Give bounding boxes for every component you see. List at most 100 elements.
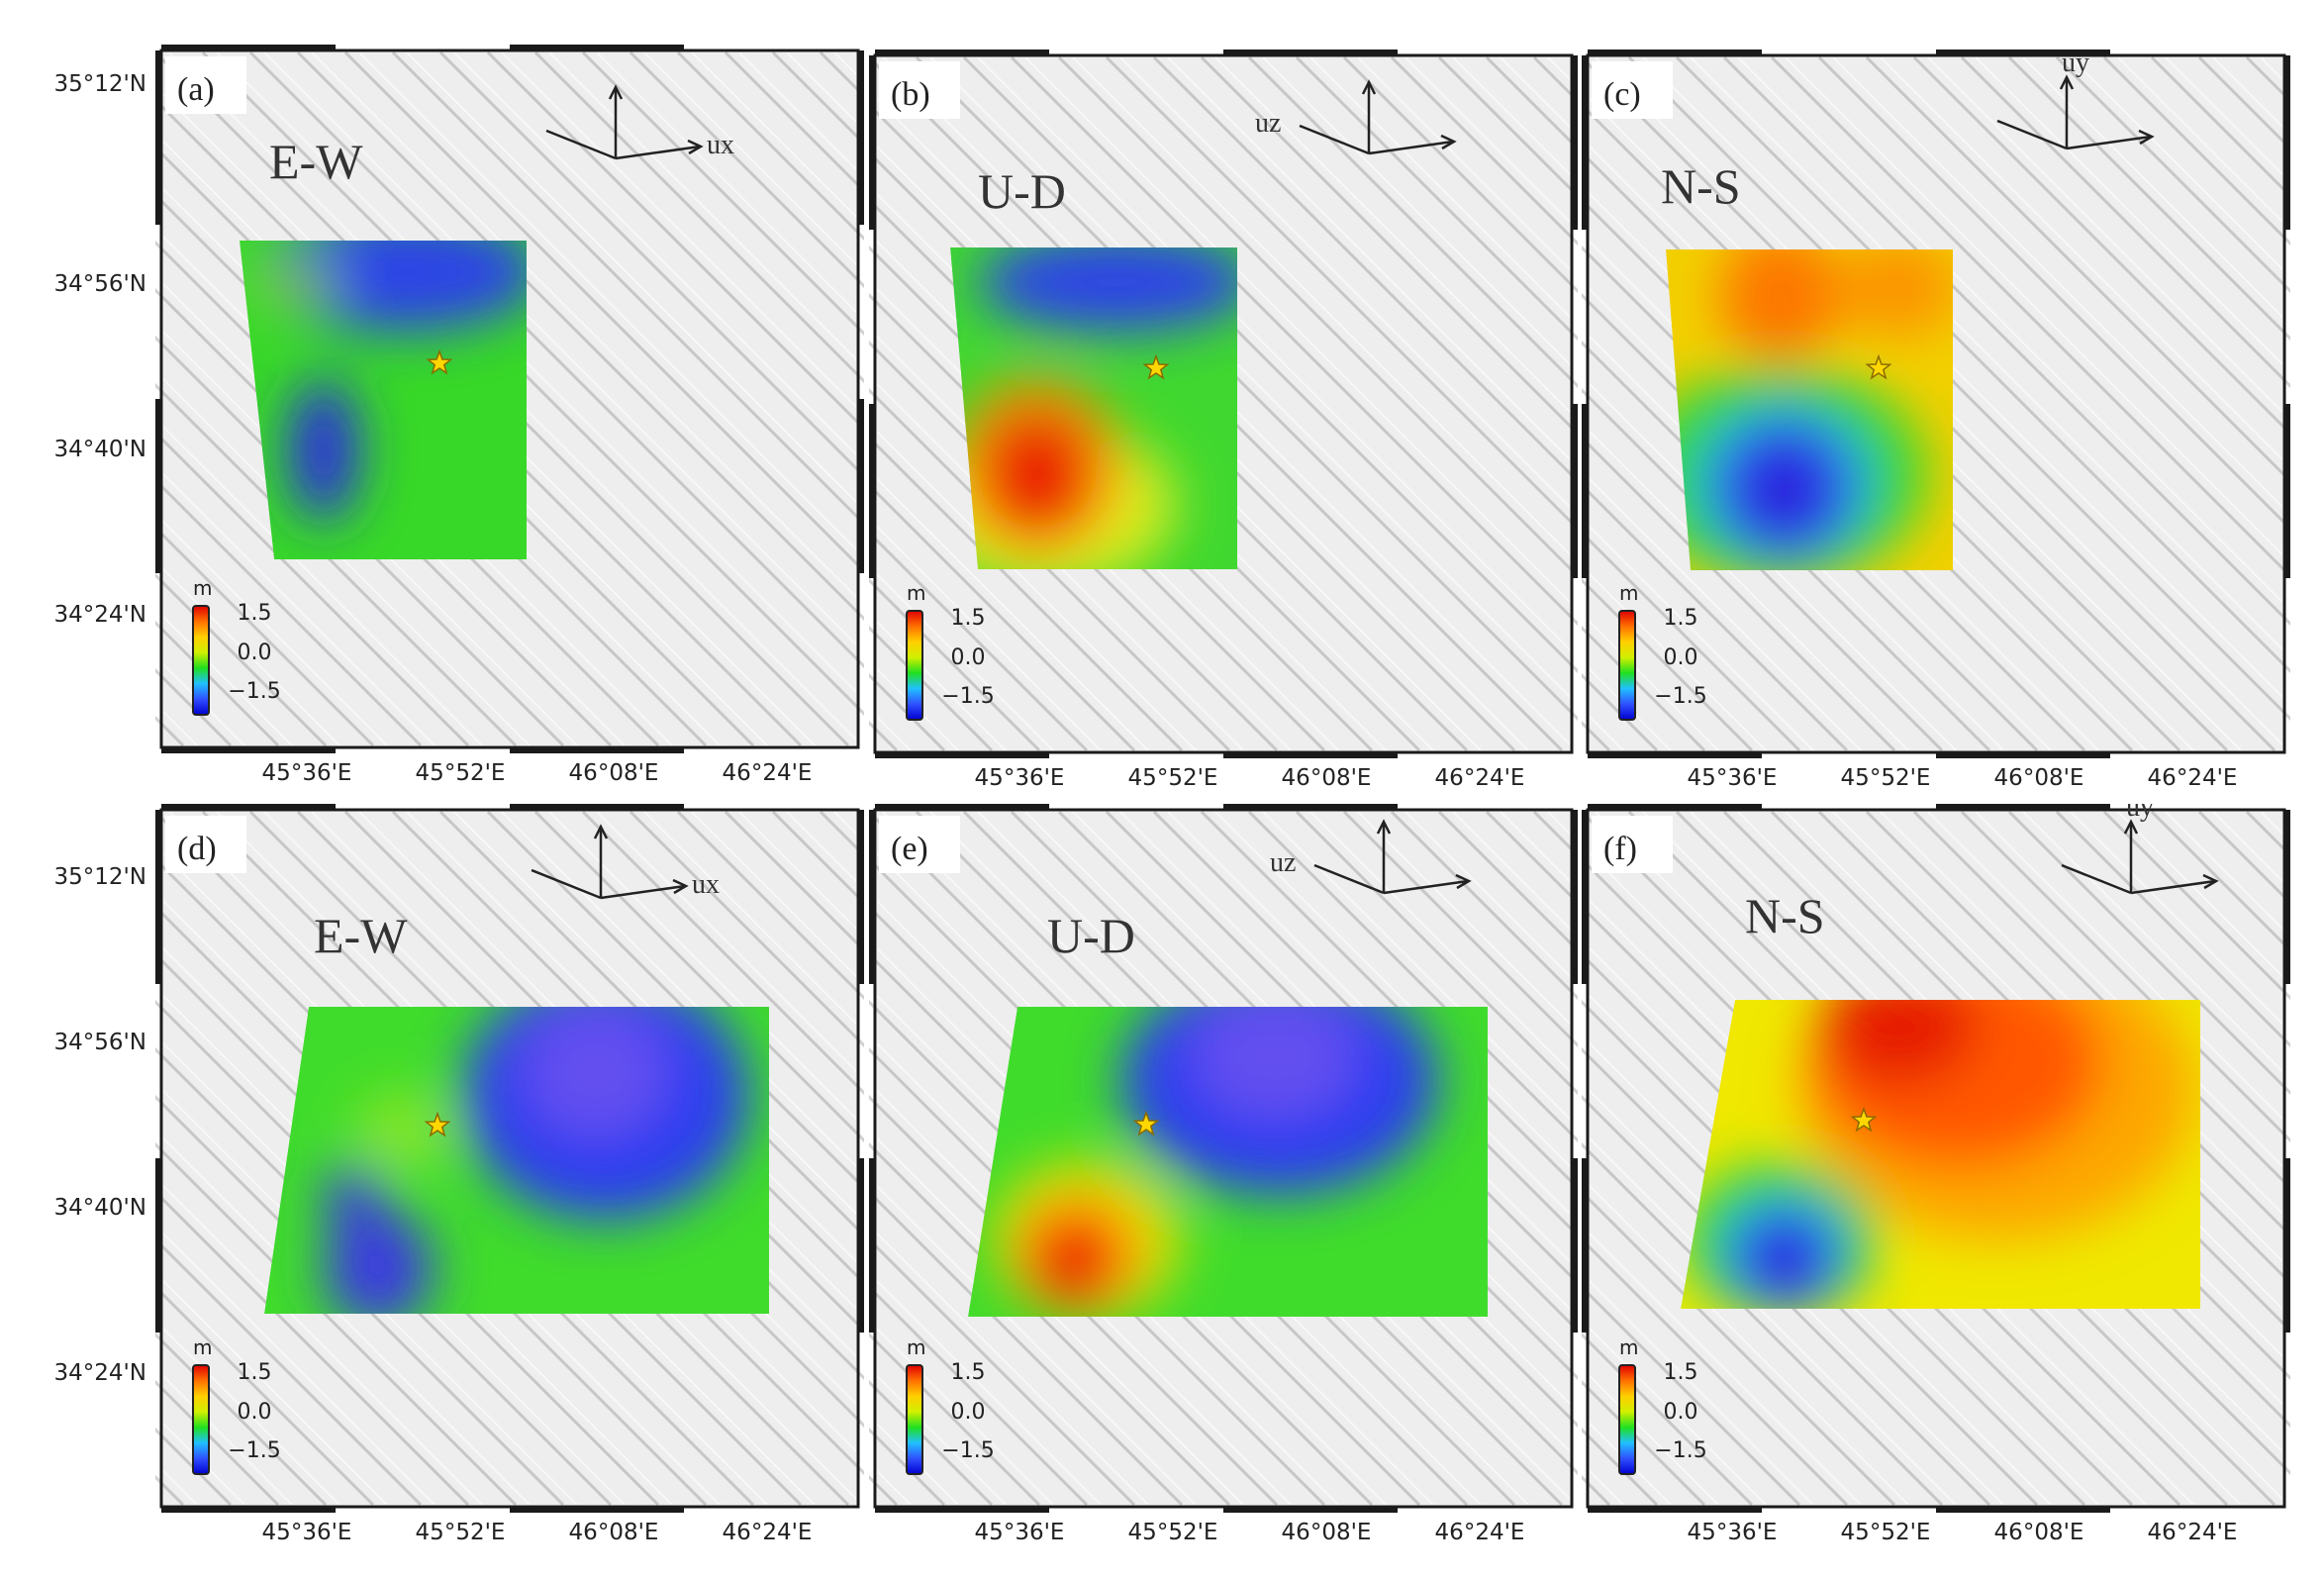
colorbar-tick-label: 1.5 bbox=[238, 1360, 272, 1385]
axes-icon: uy bbox=[1996, 49, 2155, 150]
lat-label: 35°12'N bbox=[53, 71, 146, 97]
lon-label: 45°52'E bbox=[415, 760, 506, 786]
lon-label: 46°08'E bbox=[1281, 1520, 1372, 1545]
map-panel: (f) N-S uy m 1.5 0.0 −1.5 bbox=[1582, 804, 2290, 1513]
colorbar-unit: m bbox=[907, 1335, 925, 1359]
colorbar: m 1.5 0.0 −1.5 bbox=[192, 1335, 281, 1475]
lon-label: 46°24'E bbox=[1434, 765, 1525, 791]
lon-label: 45°52'E bbox=[1127, 765, 1218, 791]
lon-label: 46°24'E bbox=[722, 1520, 813, 1545]
lon-label: 45°36'E bbox=[974, 1520, 1065, 1545]
axis-direction-label: uy bbox=[2062, 49, 2089, 78]
colorbar-tick-label: 0.0 bbox=[951, 645, 986, 670]
axis-direction-label: uy bbox=[2126, 804, 2154, 823]
component-title: E-W bbox=[314, 908, 408, 963]
lon-label: 45°36'E bbox=[261, 1520, 352, 1545]
lat-label: 34°24'N bbox=[53, 1360, 146, 1386]
map-panel: (e) U-D uz m 1.5 0.0 −1.5 bbox=[869, 804, 1578, 1513]
axes-icon: uz bbox=[1270, 819, 1472, 895]
deformation-field bbox=[1681, 1000, 2200, 1309]
colorbar-tick-label: 1.5 bbox=[238, 601, 272, 626]
colorbar-tick-label: −1.5 bbox=[1654, 684, 1706, 709]
map-frame bbox=[1582, 804, 2290, 1513]
panel-label: (d) bbox=[177, 831, 217, 867]
map-frame bbox=[155, 45, 864, 753]
lon-label: 46°08'E bbox=[1993, 1520, 2084, 1545]
colorbar-tick-label: 0.0 bbox=[1664, 645, 1698, 670]
lon-label: 45°36'E bbox=[1687, 1520, 1778, 1545]
panel-svg: (f) N-S uy m 1.5 0.0 −1.5 bbox=[1582, 804, 2290, 1513]
colorbar: m 1.5 0.0 −1.5 bbox=[1618, 1335, 1707, 1475]
lon-label: 45°52'E bbox=[1840, 1520, 1931, 1545]
axes-icon: uz bbox=[1255, 79, 1457, 155]
colorbar-tick-label: 1.5 bbox=[1664, 606, 1698, 631]
colorbar-tick-label: 1.5 bbox=[951, 1360, 986, 1385]
component-title: U-D bbox=[1047, 908, 1135, 963]
lon-label: 46°24'E bbox=[2147, 765, 2238, 791]
deformation-field bbox=[950, 247, 1237, 569]
deformation-field bbox=[968, 1007, 1488, 1317]
panel-label: (a) bbox=[177, 71, 215, 108]
component-title: N-S bbox=[1661, 158, 1741, 214]
panel-svg: (a) E-W ux m 1.5 0.0 −1.5 bbox=[155, 45, 864, 753]
map-panel: (d) E-W ux m 1.5 0.0 −1.5 bbox=[155, 804, 864, 1513]
lon-label: 45°36'E bbox=[1687, 765, 1778, 791]
colorbar-tick-label: 0.0 bbox=[951, 1400, 986, 1425]
axes-icon: ux bbox=[545, 84, 734, 160]
axis-direction-label: ux bbox=[692, 869, 720, 900]
lat-label: 34°56'N bbox=[53, 271, 146, 297]
lat-label: 34°24'N bbox=[53, 602, 146, 628]
panel-svg: (e) U-D uz m 1.5 0.0 −1.5 bbox=[869, 804, 1578, 1513]
colorbar-unit: m bbox=[193, 576, 212, 600]
axis-direction-label: uz bbox=[1270, 847, 1296, 878]
lon-label: 45°36'E bbox=[974, 765, 1065, 791]
map-panel: (c) N-S uy m 1.5 0.0 −1.5 bbox=[1582, 49, 2290, 758]
map-frame bbox=[869, 49, 1578, 758]
star-icon bbox=[424, 1111, 451, 1137]
panel-label: (e) bbox=[891, 831, 928, 867]
colorbar-tick-label: 0.0 bbox=[238, 1400, 272, 1425]
star-icon bbox=[1865, 353, 1892, 380]
lat-label: 34°40'N bbox=[53, 1195, 146, 1221]
component-title: N-S bbox=[1745, 888, 1825, 943]
colorbar-tick-label: −1.5 bbox=[228, 679, 280, 704]
panel-label: (f) bbox=[1603, 831, 1637, 867]
colorbar-tick-label: −1.5 bbox=[941, 1438, 994, 1463]
colorbar-unit: m bbox=[1619, 581, 1638, 605]
lon-label: 45°36'E bbox=[261, 760, 352, 786]
lon-label: 46°08'E bbox=[568, 760, 659, 786]
map-frame bbox=[869, 804, 1578, 1513]
terrain-ridges bbox=[155, 52, 864, 745]
colorbar-tick-label: 0.0 bbox=[238, 641, 272, 665]
colorbar: m 1.5 0.0 −1.5 bbox=[906, 1335, 995, 1475]
colorbar-tick-label: 1.5 bbox=[1664, 1360, 1698, 1385]
lon-label: 45°52'E bbox=[1127, 1520, 1218, 1545]
lon-label: 46°08'E bbox=[1281, 765, 1372, 791]
colorbar: m 1.5 0.0 −1.5 bbox=[1618, 581, 1707, 721]
axis-direction-label: ux bbox=[707, 130, 734, 160]
lat-label: 34°40'N bbox=[53, 437, 146, 462]
deformation-field bbox=[264, 1007, 769, 1314]
map-panel: (b) U-D uz m 1.5 0.0 −1.5 bbox=[869, 49, 1578, 758]
star-icon bbox=[1850, 1106, 1878, 1133]
map-panel: (a) E-W ux m 1.5 0.0 −1.5 bbox=[155, 45, 864, 753]
component-title: U-D bbox=[978, 163, 1066, 219]
axes-icon: ux bbox=[531, 824, 720, 900]
lon-label: 46°24'E bbox=[1434, 1520, 1525, 1545]
colorbar-tick-label: −1.5 bbox=[228, 1438, 280, 1463]
panel-label: (b) bbox=[891, 76, 930, 113]
star-icon bbox=[1132, 1110, 1160, 1136]
star-icon bbox=[426, 348, 453, 375]
panel-svg: (b) U-D uz m 1.5 0.0 −1.5 bbox=[869, 49, 1578, 758]
deformation-field bbox=[240, 241, 527, 559]
lon-label: 46°08'E bbox=[568, 1520, 659, 1545]
colorbar-unit: m bbox=[907, 581, 925, 605]
colorbar: m 1.5 0.0 −1.5 bbox=[906, 581, 995, 721]
lon-label: 45°52'E bbox=[1840, 765, 1931, 791]
panel-svg: (d) E-W ux m 1.5 0.0 −1.5 bbox=[155, 804, 864, 1513]
panel-label: (c) bbox=[1603, 76, 1641, 113]
colorbar-tick-label: 0.0 bbox=[1664, 1400, 1698, 1425]
colorbar: m 1.5 0.0 −1.5 bbox=[192, 576, 281, 716]
deformation-field bbox=[1666, 249, 1953, 570]
